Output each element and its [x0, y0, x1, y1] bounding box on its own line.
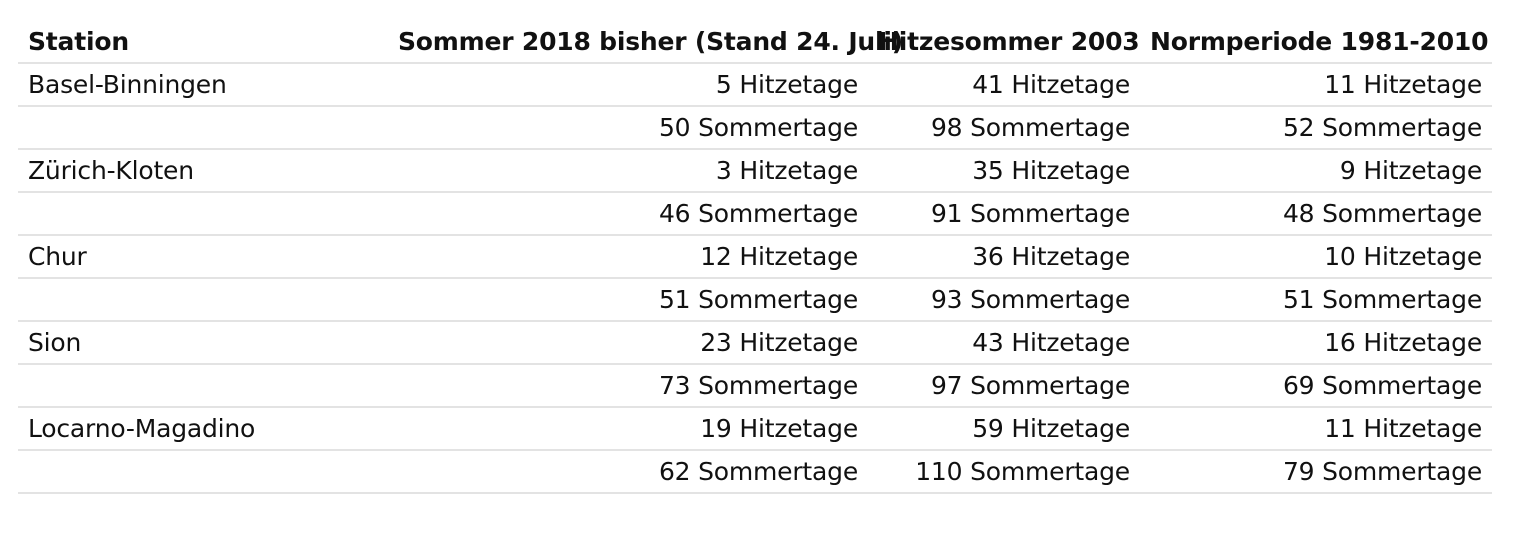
table-row: Sion 23 Hitzetage 43 Hitzetage 16 Hitzetage	[18, 321, 1492, 365]
table-row: Chur 12 Hitzetage 36 Hitzetage 10 Hitzetage	[18, 235, 1492, 279]
value-cell: 79 Sommertage	[1140, 450, 1492, 494]
table-row: 46 Sommertage 91 Sommertage 48 Sommertage	[18, 192, 1492, 236]
value-cell: 98 Sommertage	[868, 106, 1140, 150]
table-row: Zürich-Kloten 3 Hitzetage 35 Hitzetage 9 Hi…	[18, 149, 1492, 193]
table-body: Basel-Binningen 5 Hitzetage 41 Hitzetage 11…	[18, 63, 1492, 494]
value-cell: 73 Sommertage	[388, 364, 868, 408]
station-cell: Chur	[18, 235, 388, 279]
value-cell: 46 Sommertage	[388, 192, 868, 236]
value-cell: 5 Hitzetage	[388, 63, 868, 107]
value-cell: 93 Sommertage	[868, 278, 1140, 322]
table-row: Basel-Binningen 5 Hitzetage 41 Hitzetage 11…	[18, 63, 1492, 107]
header-normperiode: Normperiode 1981-2010	[1140, 21, 1492, 64]
value-cell: 16 Hitzetage	[1140, 321, 1492, 365]
station-cell	[18, 106, 388, 150]
station-cell	[18, 364, 388, 408]
value-cell: 35 Hitzetage	[868, 149, 1140, 193]
header-sommer-2018: Sommer 2018 bisher (Stand 24. Juli)	[388, 21, 903, 64]
value-cell: 59 Hitzetage	[868, 407, 1140, 451]
value-cell: 11 Hitzetage	[1140, 407, 1492, 451]
station-cell: Zürich-Kloten	[18, 149, 388, 193]
station-cell	[18, 450, 388, 494]
value-cell: 11 Hitzetage	[1140, 63, 1492, 107]
header-hitzesommer-2003: Hitzesommer 2003	[868, 21, 1140, 64]
value-cell: 52 Sommertage	[1140, 106, 1492, 150]
station-cell	[18, 192, 388, 236]
value-cell: 19 Hitzetage	[388, 407, 868, 451]
value-cell: 110 Sommertage	[868, 450, 1140, 494]
station-cell: Sion	[18, 321, 388, 365]
station-cell: Locarno-Magadino	[18, 407, 388, 451]
table-row: 73 Sommertage 97 Sommertage 69 Sommertage	[18, 364, 1492, 408]
value-cell: 62 Sommertage	[388, 450, 868, 494]
header-row: Station Sommer 2018 bisher (Stand 24. Ju…	[18, 21, 1492, 64]
climate-table: Station Sommer 2018 bisher (Stand 24. Ju…	[18, 21, 1492, 494]
value-cell: 50 Sommertage	[388, 106, 868, 150]
value-cell: 23 Hitzetage	[388, 321, 868, 365]
value-cell: 12 Hitzetage	[388, 235, 868, 279]
table-container: Station Sommer 2018 bisher (Stand 24. Ju…	[18, 21, 1492, 494]
table-row: 62 Sommertage 110 Sommertage 79 Sommertage	[18, 450, 1492, 494]
value-cell: 48 Sommertage	[1140, 192, 1492, 236]
value-cell: 9 Hitzetage	[1140, 149, 1492, 193]
value-cell: 41 Hitzetage	[868, 63, 1140, 107]
value-cell: 97 Sommertage	[868, 364, 1140, 408]
value-cell: 3 Hitzetage	[388, 149, 868, 193]
table-row: 51 Sommertage 93 Sommertage 51 Sommertage	[18, 278, 1492, 322]
station-cell	[18, 278, 388, 322]
table-row: Locarno-Magadino 19 Hitzetage 59 Hitzetage…	[18, 407, 1492, 451]
table-row: 50 Sommertage 98 Sommertage 52 Sommertage	[18, 106, 1492, 150]
value-cell: 91 Sommertage	[868, 192, 1140, 236]
value-cell: 43 Hitzetage	[868, 321, 1140, 365]
header-station: Station	[18, 21, 388, 64]
value-cell: 69 Sommertage	[1140, 364, 1492, 408]
station-cell: Basel-Binningen	[18, 63, 388, 107]
value-cell: 36 Hitzetage	[868, 235, 1140, 279]
value-cell: 10 Hitzetage	[1140, 235, 1492, 279]
value-cell: 51 Sommertage	[388, 278, 868, 322]
table-header: Station Sommer 2018 bisher (Stand 24. Ju…	[18, 21, 1492, 64]
value-cell: 51 Sommertage	[1140, 278, 1492, 322]
